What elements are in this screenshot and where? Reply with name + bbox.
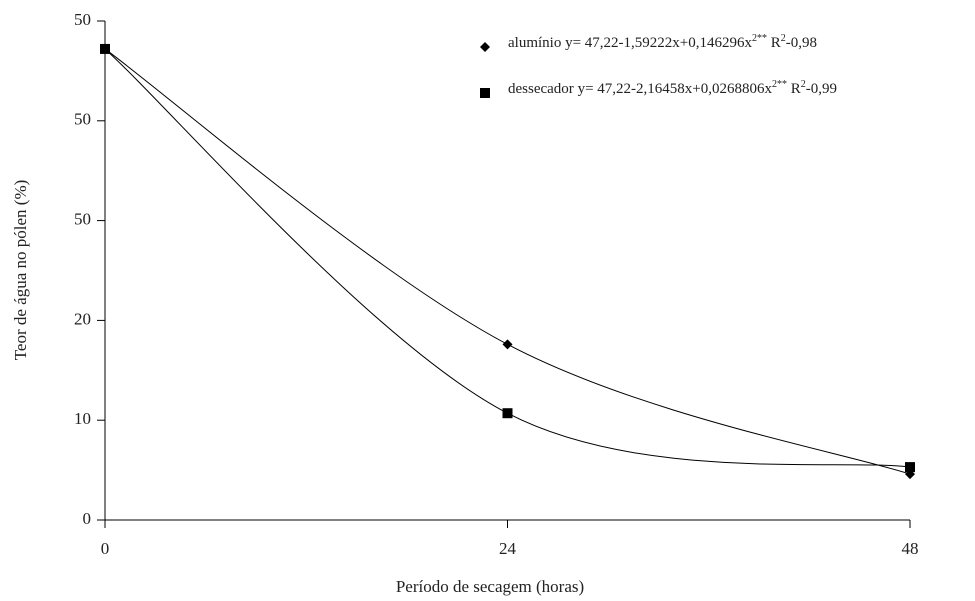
legend-superscript: 2 xyxy=(781,33,786,44)
legend-superscript: 2 xyxy=(801,79,806,90)
y-tick-label: 50 xyxy=(74,210,91,229)
marker-square xyxy=(502,408,513,419)
x-tick-label: 0 xyxy=(101,539,110,558)
y-tick-label: 10 xyxy=(74,409,91,428)
legend-name: dessecador xyxy=(508,81,574,97)
y-tick-label: 20 xyxy=(74,309,91,328)
y-tick-label: 50 xyxy=(74,10,91,29)
legend-equation: R xyxy=(787,81,801,97)
x-axis-label: Período de secagem (horas) xyxy=(396,577,584,596)
legend-name: alumínio xyxy=(508,35,561,51)
marker-square xyxy=(480,88,490,98)
y-tick-label: 0 xyxy=(83,509,92,528)
legend-equation: -0,98 xyxy=(786,35,817,51)
y-axis-label: Teor de água no pólen (%) xyxy=(11,180,30,361)
legend-equation: -0,99 xyxy=(806,81,837,97)
legend-entry: dessecador y= 47,22-2,16458x+0,0268806x2… xyxy=(508,79,837,97)
legend-superscript: 2** xyxy=(752,33,767,44)
legend-superscript: 2** xyxy=(772,79,787,90)
x-tick-label: 48 xyxy=(902,539,919,558)
legend-entry: alumínio y= 47,22-1,59222x+0,146296x2** … xyxy=(508,33,817,51)
marker-square xyxy=(100,43,110,54)
legend-equation: y= 47,22-2,16458x+0,0268806x xyxy=(578,81,773,97)
legend-equation: R xyxy=(767,35,781,51)
marker-diamond xyxy=(502,339,513,350)
x-tick-label: 24 xyxy=(499,539,517,558)
marker-diamond xyxy=(480,42,490,52)
y-tick-label: 50 xyxy=(74,110,91,129)
series-line xyxy=(104,48,911,468)
marker-square xyxy=(905,462,915,473)
legend-equation: y= 47,22-1,59222x+0,146296x xyxy=(565,35,752,51)
